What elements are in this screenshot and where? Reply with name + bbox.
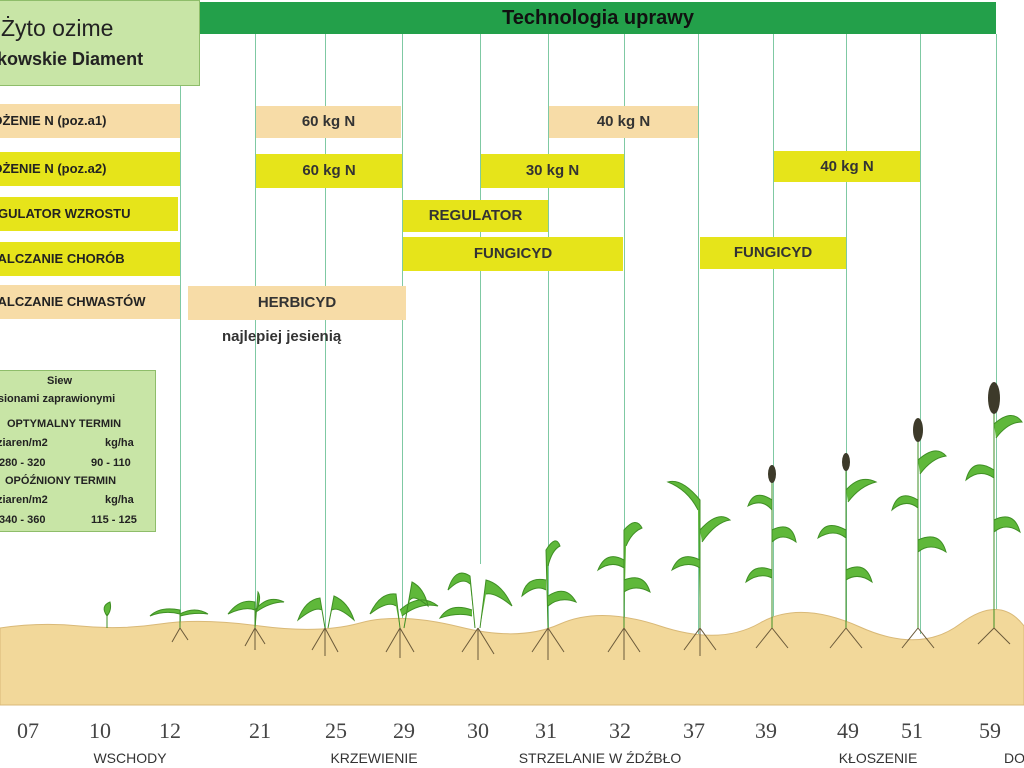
- row-label-regulator: REGULATOR WZROSTU: [0, 197, 178, 231]
- grid-line: [773, 34, 774, 634]
- bbch-12: 12: [159, 718, 181, 743]
- stage-stem-elongation: STRZELANIE W ŹDŹBŁO: [518, 750, 682, 766]
- bar-n-a1-60: 60 kg N: [256, 106, 401, 138]
- late-val2: 115 - 125: [91, 514, 137, 526]
- soil: [0, 609, 1024, 706]
- grid-line: [624, 34, 625, 634]
- bbch-59: 59: [979, 718, 1001, 743]
- optimal-col2: kg/ha: [105, 437, 134, 449]
- stage-tillering: KRZEWIENIE: [330, 750, 418, 766]
- optimal-val2: 90 - 110: [91, 457, 131, 469]
- bar-n-a1-40: 40 kg N: [549, 106, 698, 138]
- sowing-info-box: Siew nasionami zaprawionymi OPTYMALNY TE…: [0, 370, 156, 532]
- bbch-31: 31: [535, 718, 557, 743]
- grid-line: [698, 34, 699, 634]
- sowing-title: Siew: [47, 375, 73, 387]
- bbch-32: 32: [609, 718, 631, 743]
- grid-line: [548, 34, 549, 634]
- grid-line: [920, 34, 921, 634]
- bbch-30: 30: [467, 718, 489, 743]
- bar-fungicide-1: FUNGICYD: [403, 237, 623, 271]
- bbch-51: 51: [901, 718, 923, 743]
- late-term-title: OPÓŹNIONY TERMIN: [5, 475, 117, 487]
- crop-name: Żyto ozime: [1, 15, 114, 41]
- optimal-val1: 280 - 320: [0, 457, 46, 469]
- row-label-weeds: ZWALCZANIE CHWASTÓW: [0, 285, 180, 319]
- variety-name: Dańkowskie Diament: [0, 49, 144, 69]
- bbch-07: 07: [17, 718, 39, 743]
- late-val1: 340 - 360: [0, 514, 46, 526]
- grid-line: [402, 34, 403, 634]
- bar-n-a2-40: 40 kg N: [774, 151, 920, 182]
- title-box: Żyto ozime Dańkowskie Diament: [0, 0, 200, 86]
- bar-regulator: REGULATOR: [403, 200, 548, 232]
- stage-heading: KŁOSZENIE: [838, 750, 918, 766]
- row-label-diseases: ZWALCZANIE CHORÓB: [0, 242, 180, 276]
- grid-line: [255, 34, 256, 634]
- herbicide-note: najlepiej jesienią: [222, 328, 342, 345]
- bbch-29: 29: [393, 718, 415, 743]
- grid-line: [325, 34, 326, 634]
- row-label-n-a1: NAWOŻENIE N (poz.a1): [0, 104, 180, 138]
- optimal-col1: ziaren/m2: [0, 437, 48, 449]
- bbch-37: 37: [683, 718, 705, 743]
- header-title: Technologia uprawy: [200, 2, 996, 34]
- stage-emergence: WSCHODY: [93, 750, 167, 766]
- optimal-term-title: OPTYMALNY TERMIN: [7, 418, 122, 430]
- bbch-25: 25: [325, 718, 347, 743]
- late-col1: ziaren/m2: [0, 494, 48, 506]
- stage-ripening: DOJRZ: [1004, 750, 1024, 766]
- bar-fungicide-2: FUNGICYD: [700, 237, 846, 269]
- bar-n-a2-60: 60 kg N: [256, 154, 402, 188]
- grid-line: [180, 34, 181, 632]
- late-col2: kg/ha: [105, 494, 134, 506]
- bbch-10: 10: [89, 718, 111, 743]
- bbch-39: 39: [755, 718, 777, 743]
- plant-growth-illustration: [0, 382, 1024, 706]
- bar-n-a2-30: 30 kg N: [481, 154, 624, 188]
- row-label-n-a2: NAWOŻENIE N (poz.a2): [0, 152, 180, 186]
- grid-line: [846, 34, 847, 634]
- sowing-subtitle: nasionami zaprawionymi: [0, 393, 116, 405]
- grid-line: [480, 34, 481, 564]
- bar-herbicide: HERBICYD: [188, 286, 406, 320]
- bbch-49: 49: [837, 718, 859, 743]
- grid-line: [996, 34, 997, 634]
- bbch-21: 21: [249, 718, 271, 743]
